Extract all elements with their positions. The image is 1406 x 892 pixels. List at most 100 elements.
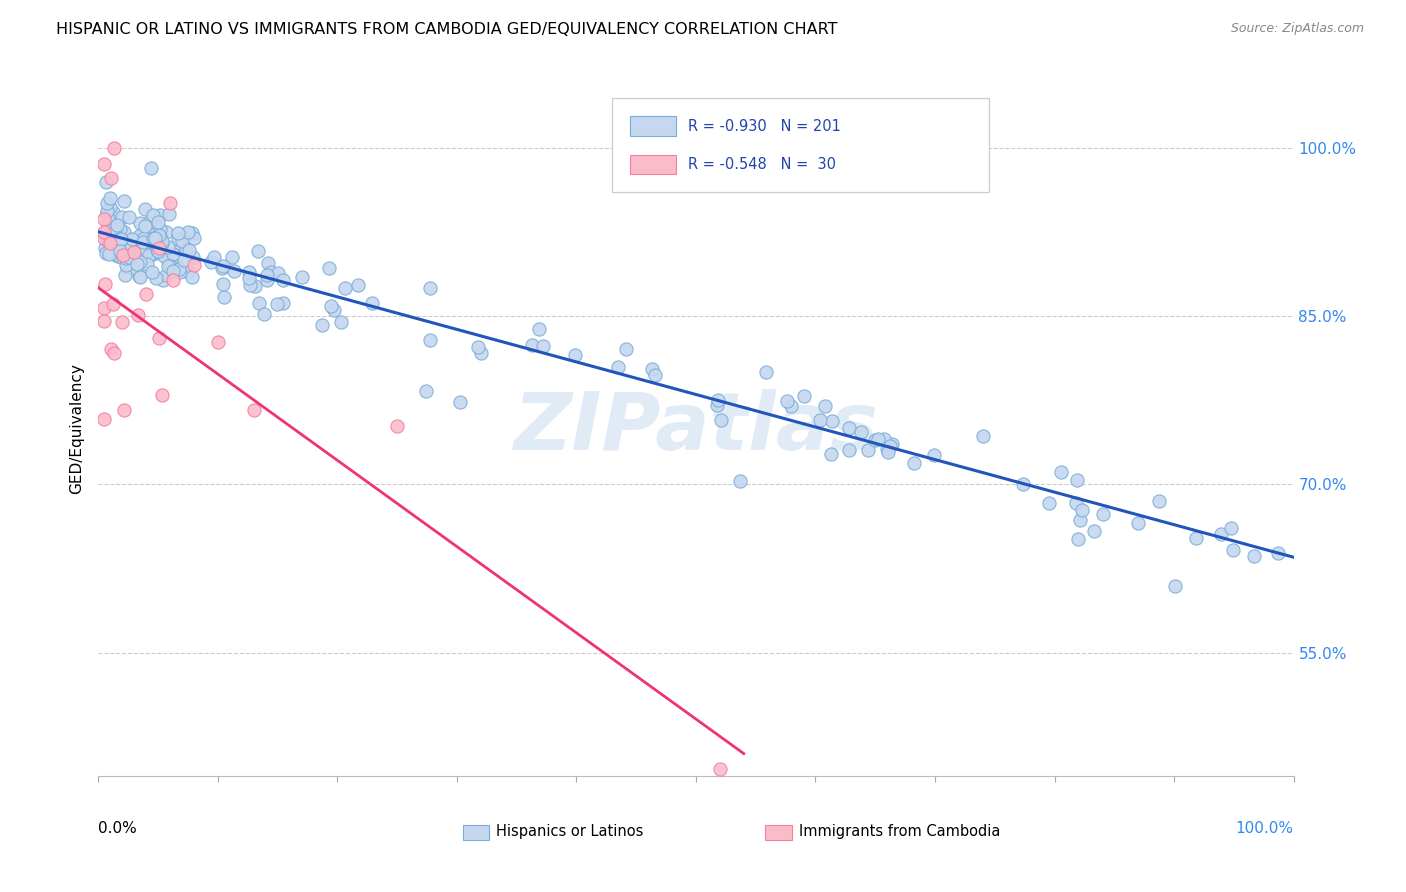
- Point: [104, 224, 127, 238]
- Point: [97, 211, 120, 226]
- Text: HISPANIC OR LATINO VS IMMIGRANTS FROM CAMBODIA GED/EQUIVALENCY CORRELATION CHART: HISPANIC OR LATINO VS IMMIGRANTS FROM CA…: [56, 22, 838, 37]
- Point: [169, 265, 191, 279]
- Point: [271, 273, 294, 287]
- Point: [179, 243, 201, 257]
- Point: [149, 230, 172, 244]
- Point: [155, 268, 177, 283]
- Point: [808, 413, 831, 427]
- Point: [820, 447, 842, 461]
- Point: [134, 202, 156, 216]
- Point: [346, 278, 368, 293]
- Point: [1069, 513, 1091, 527]
- Point: [1071, 503, 1094, 517]
- Point: [1012, 477, 1035, 491]
- Point: [470, 346, 492, 360]
- Point: [115, 258, 138, 272]
- Point: [183, 231, 205, 245]
- Point: [104, 220, 127, 235]
- Point: [243, 279, 266, 293]
- Point: [260, 265, 283, 279]
- Point: [112, 194, 135, 208]
- Point: [879, 439, 901, 453]
- Point: [96, 223, 118, 237]
- Point: [142, 223, 165, 237]
- Point: [105, 248, 128, 262]
- Point: [239, 278, 262, 293]
- Point: [882, 437, 904, 451]
- Point: [93, 225, 115, 239]
- Point: [172, 234, 194, 248]
- Point: [1067, 532, 1090, 546]
- Point: [100, 343, 122, 357]
- Point: [159, 248, 181, 262]
- Point: [173, 252, 195, 267]
- Point: [361, 295, 384, 310]
- Point: [706, 393, 728, 408]
- Point: [120, 233, 142, 247]
- Point: [134, 219, 156, 234]
- Point: [866, 432, 889, 446]
- Point: [212, 259, 235, 273]
- Point: [100, 170, 122, 185]
- Point: [419, 333, 441, 347]
- Text: Immigrants from Cambodia: Immigrants from Cambodia: [799, 824, 1000, 839]
- Point: [159, 259, 181, 273]
- Point: [321, 299, 343, 313]
- Point: [98, 234, 121, 248]
- Point: [814, 399, 837, 413]
- Point: [93, 314, 115, 328]
- Point: [238, 271, 260, 285]
- Point: [131, 235, 153, 250]
- Point: [838, 442, 860, 457]
- Point: [1164, 579, 1187, 593]
- Point: [776, 394, 799, 409]
- Point: [96, 204, 118, 219]
- Y-axis label: GED/Equivalency: GED/Equivalency: [69, 363, 84, 493]
- Point: [93, 412, 115, 426]
- Point: [247, 296, 270, 310]
- Point: [1267, 546, 1289, 560]
- Point: [121, 231, 143, 245]
- Point: [238, 265, 260, 279]
- Point: [101, 204, 124, 219]
- Point: [207, 335, 229, 350]
- Point: [728, 474, 751, 488]
- Point: [838, 421, 860, 435]
- Point: [159, 196, 181, 211]
- Point: [780, 399, 803, 413]
- Point: [107, 238, 129, 252]
- Point: [146, 215, 169, 229]
- Point: [200, 255, 222, 269]
- Point: [129, 255, 152, 269]
- Point: [112, 247, 135, 261]
- Point: [863, 433, 886, 447]
- Point: [903, 456, 925, 470]
- Text: R = -0.548   N =  30: R = -0.548 N = 30: [688, 157, 835, 172]
- Point: [181, 269, 204, 284]
- Point: [972, 428, 994, 442]
- Point: [117, 243, 139, 257]
- FancyBboxPatch shape: [463, 825, 489, 840]
- Point: [1066, 473, 1088, 487]
- Point: [112, 225, 135, 239]
- Point: [181, 250, 204, 264]
- Point: [142, 208, 165, 222]
- Point: [1091, 507, 1114, 521]
- Point: [607, 359, 630, 374]
- Point: [706, 398, 728, 412]
- Point: [128, 270, 150, 285]
- Point: [149, 222, 172, 236]
- Point: [157, 253, 180, 268]
- Point: [105, 221, 128, 235]
- Point: [124, 245, 146, 260]
- Point: [112, 251, 135, 265]
- Point: [155, 225, 177, 239]
- FancyBboxPatch shape: [630, 117, 676, 136]
- Point: [167, 227, 190, 241]
- Point: [101, 297, 124, 311]
- Point: [709, 762, 731, 776]
- Point: [118, 210, 141, 224]
- Text: Source: ZipAtlas.com: Source: ZipAtlas.com: [1230, 22, 1364, 36]
- Point: [1220, 521, 1243, 535]
- Point: [162, 272, 184, 286]
